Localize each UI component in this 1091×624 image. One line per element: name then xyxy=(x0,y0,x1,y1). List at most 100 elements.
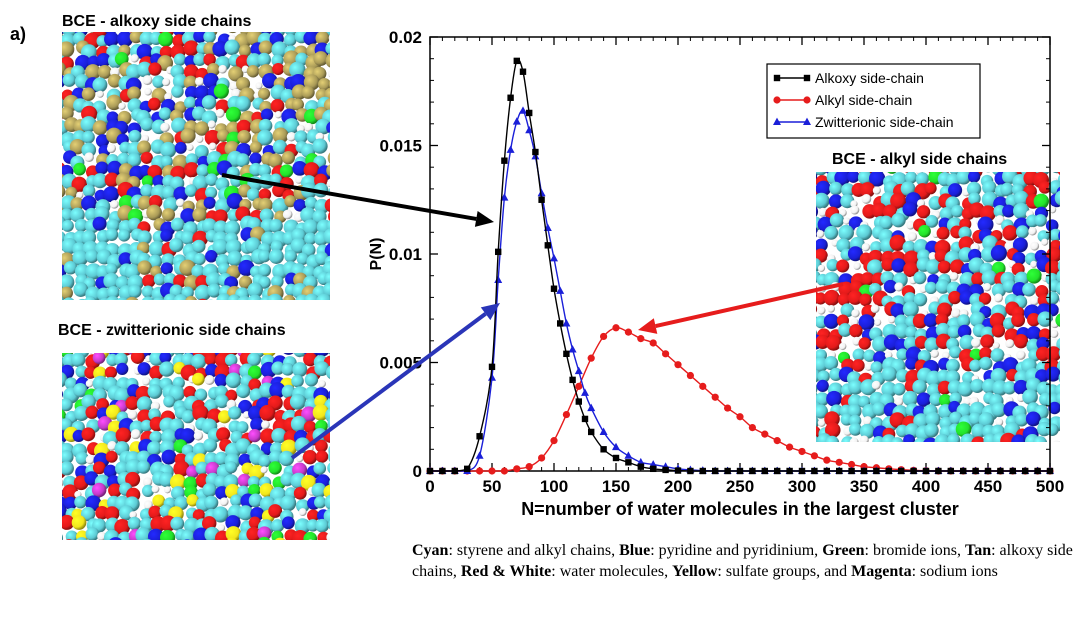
atom-sphere xyxy=(127,516,142,531)
atom-sphere xyxy=(258,40,274,55)
atom-sphere xyxy=(1012,251,1026,266)
atom-sphere xyxy=(304,122,314,132)
data-point xyxy=(699,382,707,390)
atom-sphere xyxy=(328,479,330,488)
atom-sphere xyxy=(304,373,319,387)
atom-sphere xyxy=(173,274,187,288)
atom-sphere xyxy=(286,132,297,142)
atom-sphere xyxy=(128,284,142,299)
atom-sphere xyxy=(971,423,987,439)
atom-sphere xyxy=(328,211,330,222)
atom-sphere xyxy=(173,53,187,66)
atom-sphere xyxy=(184,184,198,197)
atom-sphere xyxy=(92,216,107,231)
atom-sphere xyxy=(860,272,875,286)
atom-sphere xyxy=(330,378,339,387)
atom-sphere xyxy=(847,290,863,305)
atom-sphere xyxy=(127,409,138,420)
data-point xyxy=(488,363,496,371)
atom-sphere xyxy=(888,315,896,324)
atom-sphere xyxy=(203,72,219,89)
atom-sphere xyxy=(326,121,330,134)
atom-sphere xyxy=(183,75,198,90)
data-point xyxy=(475,451,484,459)
atom-sphere xyxy=(816,379,829,393)
atom-sphere xyxy=(163,293,178,300)
atom-sphere xyxy=(148,240,166,258)
data-point xyxy=(810,452,819,460)
atom-sphere xyxy=(82,184,96,198)
atom-sphere xyxy=(951,308,961,319)
atom-sphere xyxy=(315,439,328,453)
atom-sphere xyxy=(816,353,817,359)
data-point xyxy=(798,447,806,456)
atom-sphere xyxy=(311,482,327,498)
atom-sphere xyxy=(141,175,154,188)
data-point xyxy=(848,460,856,469)
data-point xyxy=(464,465,471,473)
atom-sphere xyxy=(838,323,853,337)
atom-sphere xyxy=(109,537,122,540)
atom-sphere xyxy=(260,428,277,445)
atom-sphere xyxy=(142,477,153,487)
atom-sphere xyxy=(947,325,962,339)
caption-magenta-label: Magenta xyxy=(851,563,912,580)
data-point xyxy=(612,324,620,332)
atom-sphere xyxy=(871,202,887,219)
data-point xyxy=(848,467,855,475)
atom-sphere xyxy=(205,271,222,288)
atom-sphere xyxy=(258,197,273,213)
atom-sphere xyxy=(115,427,132,444)
atom-sphere xyxy=(318,380,326,388)
atom-sphere xyxy=(894,282,904,292)
legend-marker xyxy=(773,96,781,104)
atom-sphere xyxy=(826,390,842,407)
data-point xyxy=(898,467,905,475)
atom-sphere xyxy=(1062,325,1072,335)
atom-sphere xyxy=(1033,193,1049,209)
atom-sphere xyxy=(1002,204,1016,218)
atom-sphere xyxy=(170,516,185,531)
atom-sphere xyxy=(982,283,992,292)
atom-sphere xyxy=(85,249,99,264)
atom-sphere xyxy=(302,449,318,465)
data-point xyxy=(687,467,694,475)
atom-sphere xyxy=(312,404,330,421)
atom-sphere xyxy=(219,497,229,507)
legend-marker xyxy=(803,117,811,125)
atom-sphere xyxy=(62,208,74,222)
atom-sphere xyxy=(153,297,165,300)
atom-sphere xyxy=(130,54,139,63)
data-point xyxy=(972,467,979,475)
y-tick-label: 0.01 xyxy=(389,245,422,264)
atom-sphere xyxy=(325,365,330,380)
atom-sphere xyxy=(159,353,172,364)
data-point xyxy=(712,467,719,475)
atom-sphere xyxy=(296,454,304,463)
atom-sphere xyxy=(126,296,139,300)
atom-sphere xyxy=(103,186,120,203)
atom-sphere xyxy=(141,484,155,497)
atom-sphere xyxy=(862,416,873,426)
atom-sphere xyxy=(816,392,830,407)
atom-sphere xyxy=(192,175,209,191)
atom-sphere xyxy=(225,461,238,474)
atom-sphere xyxy=(249,141,263,154)
atom-sphere xyxy=(303,32,319,46)
atom-sphere xyxy=(816,330,818,338)
atom-sphere xyxy=(1038,181,1052,194)
color-key-caption: Cyan: styrene and alkyl chains, Blue: py… xyxy=(412,540,1087,582)
atom-sphere xyxy=(85,455,95,465)
atom-sphere xyxy=(935,279,951,294)
atom-sphere xyxy=(307,509,320,522)
atom-sphere xyxy=(1060,203,1075,218)
atom-sphere xyxy=(160,122,170,133)
atom-sphere xyxy=(250,417,264,432)
atom-sphere xyxy=(204,495,219,510)
data-point xyxy=(600,446,607,453)
figure: a) BCE - alkoxy side chains BCE - zwitte… xyxy=(10,13,1075,540)
atom-sphere xyxy=(913,271,927,285)
atom-sphere xyxy=(215,486,229,500)
atom-sphere xyxy=(290,415,307,432)
atom-sphere xyxy=(147,384,163,399)
